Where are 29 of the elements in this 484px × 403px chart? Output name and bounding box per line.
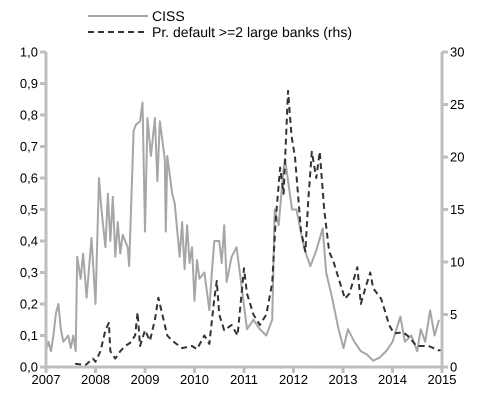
y2-tick-label: 10 <box>450 254 464 270</box>
x-tick-label: 2008 <box>81 372 110 388</box>
y2-tick-label: 20 <box>450 150 464 165</box>
y-tick-label: 0,9 <box>20 76 38 92</box>
legend-label: Pr. default >=2 large banks (rhs) <box>152 24 352 40</box>
y2-tick-label: 5 <box>450 307 458 322</box>
x-tick-label: 2007 <box>32 372 60 388</box>
y2-tick-label: 0 <box>450 360 458 375</box>
y-tick-label: 0,2 <box>20 296 38 312</box>
y-tick-label: 0,5 <box>20 202 38 218</box>
y-tick-label: 0,0 <box>20 360 38 375</box>
x-tick-label: 2010 <box>180 372 209 388</box>
y-tick-label: 0,4 <box>20 234 38 249</box>
y-tick-label: 0,1 <box>20 328 38 344</box>
y-tick-label: 0,7 <box>20 139 38 154</box>
x-tick-label: 2011 <box>230 372 258 388</box>
y2-tick-label: 25 <box>450 97 464 112</box>
legend-label: CISS <box>152 8 185 24</box>
y-tick-label: 0,6 <box>20 170 38 186</box>
y2-tick-label: 15 <box>450 202 464 218</box>
x-tick-label: 2014 <box>378 372 407 388</box>
x-tick-label: 2009 <box>130 372 160 388</box>
x-tick-label: 2012 <box>279 372 308 388</box>
x-tick-label: 2013 <box>328 372 358 388</box>
y2-tick-label: 30 <box>450 44 464 60</box>
y-tick-label: 0,3 <box>20 265 38 280</box>
x-tick-label: 2015 <box>428 372 456 388</box>
y-tick-label: 1,0 <box>20 44 38 60</box>
y-tick-label: 0,8 <box>20 108 38 123</box>
